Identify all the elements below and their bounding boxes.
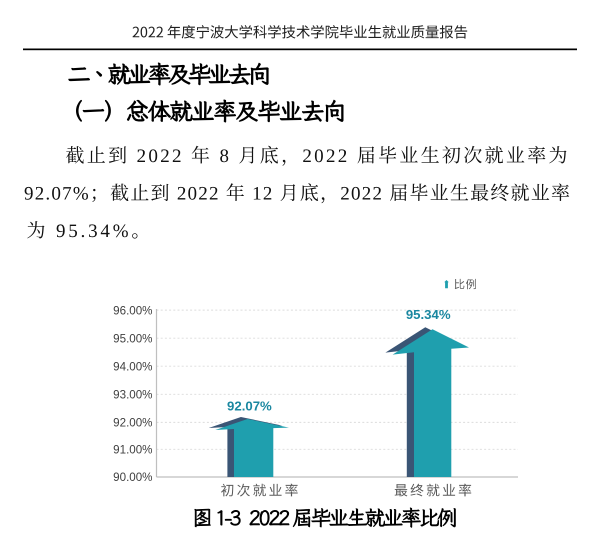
svg-text:91.00%: 91.00%: [113, 444, 152, 457]
svg-text:94.00%: 94.00%: [113, 360, 152, 373]
svg-text:96.00%: 96.00%: [113, 304, 152, 317]
svg-text:95.00%: 95.00%: [113, 332, 152, 345]
svg-text:95.34%: 95.34%: [406, 307, 451, 322]
svg-text:93.00%: 93.00%: [113, 389, 152, 402]
svg-text:92.00%: 92.00%: [113, 417, 152, 430]
svg-text:92.07%: 92.07%: [227, 398, 272, 413]
svg-text:90.00%: 90.00%: [113, 471, 152, 484]
